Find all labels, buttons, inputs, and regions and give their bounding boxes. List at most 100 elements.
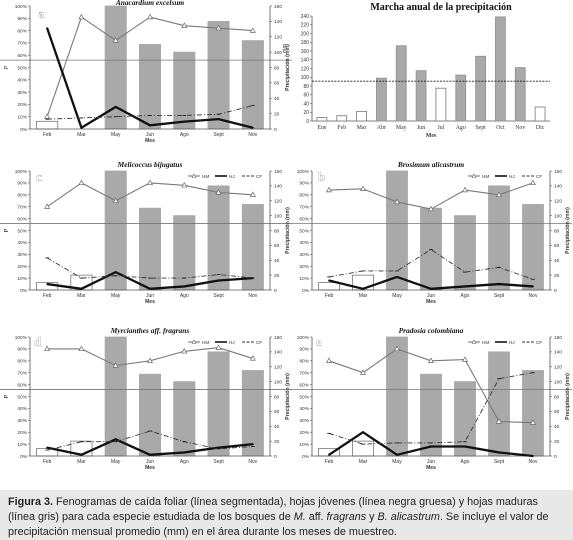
- left-tick-label: 60%: [299, 382, 309, 388]
- legend-label-HM: HM: [202, 340, 209, 345]
- legend-label-CF: CF: [256, 174, 262, 179]
- precipitation-bar-Mar: [352, 440, 374, 457]
- month-label: Oct: [496, 125, 505, 131]
- hj-point-marker: [183, 451, 186, 454]
- hj-point-marker: [80, 287, 83, 290]
- hj-point-marker: [114, 271, 117, 274]
- phenogram-panel-d: 0% 10% 20% 30% 40% 50% 60% 70% 80% 90% 100% P 0 20 40 6…: [0, 326, 292, 471]
- hj-point-marker: [532, 285, 534, 288]
- phenogram-figure: 0% 10% 20% 30% 40% 50% 60% 70% 80% 90% 100% P 0 20 40 6…: [0, 0, 572, 471]
- left-tick-label: 100%: [297, 169, 310, 175]
- precipitation-bar-May: [386, 336, 408, 457]
- hj-point-marker: [251, 126, 254, 129]
- hj-point-marker: [46, 27, 49, 30]
- left-tick-label: 0%: [302, 454, 310, 460]
- right-tick-label: 60: [274, 81, 280, 87]
- hj-point-marker: [464, 445, 466, 448]
- precipitation-bar-Sept: [207, 351, 230, 457]
- left-tick-label: 60%: [17, 53, 27, 59]
- hj-point-marker: [362, 287, 364, 290]
- month-label: Mar: [77, 132, 86, 138]
- right-tick-label: 80: [554, 228, 560, 234]
- left-axis-label: P: [4, 65, 10, 69]
- precipitation-bar-Ago: [173, 51, 196, 130]
- precipitation-bar-Sept: [488, 185, 510, 291]
- hm-point-marker: [78, 13, 85, 20]
- left-axis-label: P: [4, 228, 10, 232]
- hj-point-marker: [430, 445, 432, 448]
- month-label: Feb: [43, 459, 52, 465]
- hj-point-marker: [328, 279, 330, 282]
- precipitation-bar-Nov: [241, 370, 264, 457]
- y-tick-label: 200: [301, 31, 310, 37]
- month-label: Jun: [427, 293, 435, 299]
- left-tick-label: 50%: [17, 65, 27, 71]
- right-axis-label: Precipitación (mm): [285, 44, 291, 91]
- hj-point-marker: [430, 287, 432, 290]
- caption-text-2: aff.: [305, 511, 327, 523]
- hm-point-marker: [249, 27, 256, 33]
- left-tick-label: 20%: [299, 264, 309, 270]
- right-tick-label: 160: [274, 169, 282, 175]
- y-tick-label: 220: [301, 23, 310, 29]
- precipitation-bar-May: [395, 45, 407, 122]
- left-tick-label: 80%: [17, 28, 27, 34]
- hj-point-marker: [46, 446, 49, 449]
- month-label: Nov: [529, 459, 538, 465]
- hm-point-marker: [249, 355, 256, 361]
- left-tick-label: 100%: [15, 4, 28, 10]
- phenogram-panel-c: 0% 10% 20% 30% 40% 50% 60% 70% 80% 90% 100% P 0 20 40 6…: [0, 160, 292, 305]
- precipitation-bar-May: [386, 170, 408, 291]
- hj-point-marker: [251, 443, 254, 445]
- right-tick-label: 20: [274, 439, 280, 445]
- left-tick-label: 100%: [15, 169, 28, 175]
- right-axis-label: Precipitación (mm): [285, 207, 291, 254]
- precipitation-bar-Jun: [415, 70, 427, 122]
- right-tick-label: 40: [274, 424, 280, 430]
- month-label: Ago: [461, 459, 470, 465]
- hm-point-marker: [112, 197, 119, 203]
- precipitation-bar-Sept: [207, 20, 230, 130]
- hj-point-marker: [396, 453, 398, 456]
- caption-text-3: y: [366, 511, 378, 523]
- left-tick-label: 30%: [299, 418, 309, 424]
- legend-label-HJ: HJ: [229, 174, 235, 179]
- panel-letter: e: [316, 334, 322, 349]
- panel-letter: a: [38, 6, 45, 21]
- right-tick-label: 100: [274, 379, 282, 385]
- hj-point-marker: [498, 283, 500, 285]
- month-label: Nov: [248, 293, 257, 299]
- hj-point-marker: [183, 285, 186, 288]
- month-label: Ene: [317, 125, 326, 131]
- left-tick-label: 70%: [17, 205, 27, 211]
- left-tick-label: 70%: [17, 371, 27, 377]
- hm-point-marker: [394, 198, 400, 205]
- month-label: May: [111, 459, 121, 465]
- precipitation-bar-Feb: [318, 282, 340, 291]
- precipitation-bar-Feb: [36, 120, 59, 130]
- caption-paragraph: Figura 3. Fenogramas de caída foliar (lí…: [0, 490, 573, 540]
- hj-point-marker: [328, 453, 330, 456]
- right-tick-label: 20: [274, 273, 280, 279]
- right-tick-label: 100: [554, 379, 562, 385]
- panel-title: Melicoccus bijugatus: [117, 160, 183, 169]
- hm-point-marker: [428, 357, 434, 363]
- legend-label-CF: CF: [536, 174, 542, 179]
- left-tick-label: 70%: [299, 371, 309, 377]
- left-tick-label: 80%: [299, 193, 309, 199]
- month-label: Jun: [146, 293, 154, 299]
- precipitation-bar-Jul: [435, 87, 447, 122]
- right-tick-label: 0: [554, 454, 557, 460]
- month-label: Sept: [494, 293, 505, 299]
- left-tick-label: 20%: [17, 264, 27, 270]
- caption-species-3: B. alicastrum: [377, 511, 440, 523]
- right-tick-label: 40: [554, 424, 560, 430]
- precipitation-bar-Jun: [138, 373, 162, 457]
- left-tick-label: 90%: [299, 347, 309, 353]
- month-label: May: [111, 293, 121, 299]
- month-label: May: [392, 459, 402, 465]
- precipitation-bar-Nov: [514, 67, 526, 122]
- legend-label-CF: CF: [536, 340, 542, 345]
- y-tick-label: 120: [301, 66, 310, 72]
- legend-label-CF: CF: [256, 340, 262, 345]
